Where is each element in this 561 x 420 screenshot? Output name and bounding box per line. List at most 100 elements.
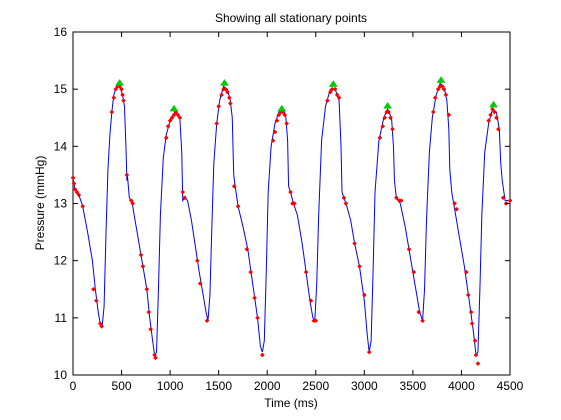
y-tick-label-5: 15 (54, 82, 68, 96)
stationary-point (357, 264, 362, 269)
stationary-point (337, 95, 342, 100)
stationary-point (388, 115, 393, 120)
x-tick-label-6: 3000 (351, 379, 378, 393)
stationary-point (431, 110, 436, 115)
stationary-point (420, 318, 425, 323)
stationary-point (164, 135, 169, 140)
stationary-point (182, 195, 187, 200)
stationary-point (508, 198, 512, 203)
y-tick-label-0: 10 (54, 368, 68, 382)
stationary-point (111, 95, 116, 100)
stationary-point (109, 110, 114, 115)
peak-point (436, 76, 446, 83)
stationary-point (496, 127, 501, 132)
y-tick-label-3: 13 (54, 197, 68, 211)
stationary-point (464, 270, 469, 275)
stationary-point (219, 92, 224, 97)
stationary-point (473, 338, 478, 343)
stationary-point (232, 184, 237, 189)
stationary-point (153, 355, 158, 360)
stationary-point (377, 135, 382, 140)
stationary-point (225, 90, 230, 95)
stationary-point (223, 87, 228, 92)
x-tick-label-1: 500 (112, 379, 132, 393)
stationary-point (304, 270, 309, 275)
stationary-point (168, 118, 173, 123)
stationary-point (325, 98, 330, 103)
stationary-point (74, 190, 79, 195)
stationary-point (124, 172, 129, 177)
stationary-point (436, 87, 441, 92)
stationary-point (177, 115, 182, 120)
peak-point (169, 104, 179, 112)
stationary-point (129, 198, 134, 203)
stationary-point (486, 118, 491, 123)
stationary-point (475, 361, 480, 366)
stationary-point (335, 92, 340, 97)
stationary-point (308, 298, 313, 303)
stationary-point (170, 115, 175, 120)
stationary-point (113, 87, 118, 92)
stationary-point (227, 95, 232, 100)
peak-point (383, 101, 393, 109)
x-tick-label-5: 2500 (302, 379, 329, 393)
stationary-point (166, 124, 171, 129)
stationary-point (214, 121, 219, 126)
stationary-point (494, 115, 499, 120)
stationary-point (71, 181, 76, 186)
stationary-point (274, 118, 279, 123)
stationary-point (474, 352, 479, 357)
stationary-point (94, 298, 99, 303)
stationary-point (198, 281, 203, 286)
stationary-point (284, 121, 289, 126)
stationary-point (488, 112, 493, 117)
x-tick-label-0: 0 (70, 379, 77, 393)
stationary-point (144, 287, 149, 292)
stationary-point (99, 324, 104, 329)
stationary-point (76, 192, 81, 197)
ticks-layer: 0 500 1000 1500 2000 2500 3000 3500 4000 4500 10 11… (54, 25, 524, 393)
stationary-point (228, 101, 233, 106)
stationary-point (98, 321, 103, 326)
stationary-point (140, 264, 145, 269)
stationary-point (501, 195, 506, 200)
stationary-point (411, 270, 416, 275)
stationary-point (272, 130, 277, 135)
stationary-point (91, 287, 96, 292)
stationary-point (492, 110, 497, 115)
stationary-point (138, 252, 143, 257)
stationary-point (367, 350, 372, 355)
stationary-point (72, 187, 77, 192)
stationary-point (441, 87, 446, 92)
stationary-point (394, 195, 399, 200)
stationary-point (271, 138, 276, 143)
peak-point (115, 78, 125, 86)
stationary-point (276, 112, 281, 117)
stationary-point (328, 90, 333, 95)
stationary-point (236, 204, 241, 209)
peak-point (277, 104, 287, 112)
stationary-point (390, 127, 395, 132)
stationary-point (260, 352, 265, 357)
stationary-point (121, 98, 126, 103)
stationary-point (148, 327, 153, 332)
stationary-point (216, 104, 221, 109)
stationary-point (171, 112, 176, 117)
stationary-point (130, 201, 135, 206)
peak-point (220, 78, 229, 86)
stationary-point (71, 175, 75, 180)
stationary-point (382, 115, 387, 120)
stationary-point (440, 84, 445, 89)
stationary-point (175, 112, 180, 117)
x-tick-label-4: 2000 (254, 379, 281, 393)
stationary-point (433, 95, 438, 100)
y-tick-label-4: 14 (54, 139, 68, 153)
stationary-point (248, 270, 253, 275)
stationary-point (292, 201, 297, 206)
x-tick-label-3: 1500 (205, 379, 232, 393)
peak-point (489, 100, 498, 108)
stationary-point (333, 87, 338, 92)
stationary-point (452, 201, 457, 206)
stationary-point (469, 310, 474, 315)
